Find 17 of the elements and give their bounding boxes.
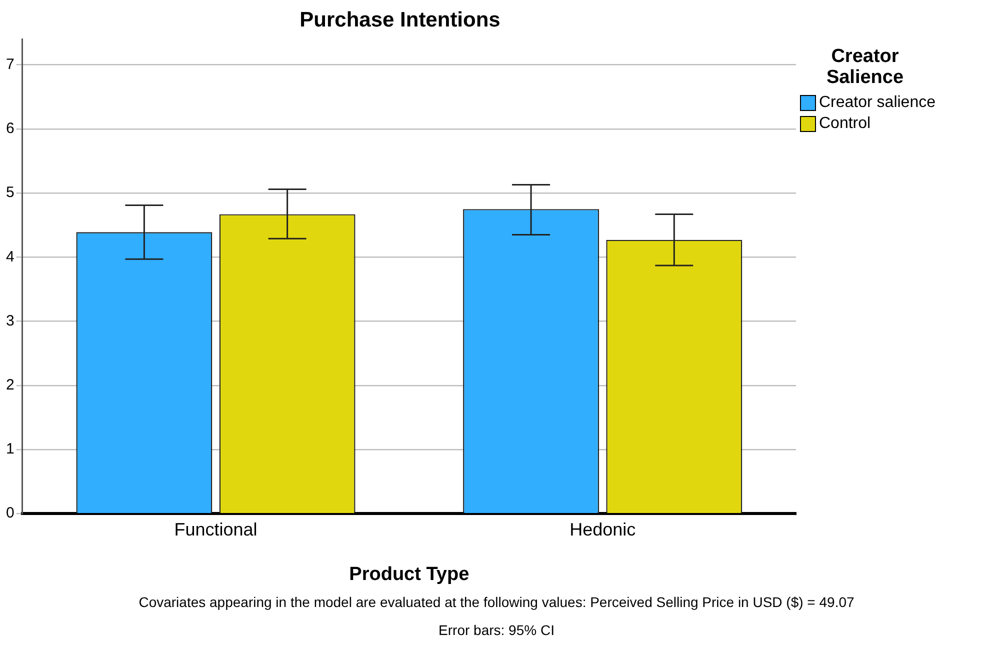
y-tick-label: 5 (6, 184, 14, 202)
x-tick-label: Functional (174, 519, 258, 540)
y-tick-label: 0 (6, 504, 14, 522)
y-tick-label: 3 (6, 312, 14, 330)
y-tick-label: 7 (6, 56, 14, 73)
x-axis-title: Product Type (349, 564, 470, 585)
y-tick-label: 6 (6, 120, 14, 138)
text: Covariates appearing in the model are evaluated at the following values: Perceived Selling Price in USD ($) = 49.07 (138, 594, 856, 610)
x-tick-label: Hedonic (570, 519, 636, 540)
y-tick-label: 1 (6, 440, 14, 458)
chart-title: Purchase Intentions (300, 8, 500, 32)
y-tick-label: 2 (6, 376, 14, 394)
text: Error bars: 95% CI (438, 622, 556, 638)
legend-title: Creator Salience (825, 46, 905, 88)
legend-label: Creator salience (819, 94, 936, 112)
legend-label: Control (819, 114, 871, 132)
y-tick-label: 4 (6, 248, 14, 266)
